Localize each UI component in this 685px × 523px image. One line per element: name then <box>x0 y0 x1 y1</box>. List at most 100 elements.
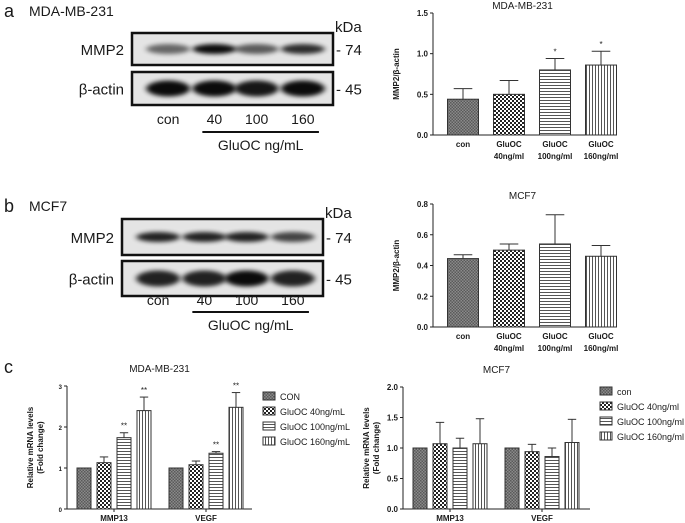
x-tick-label: MMP13 <box>436 514 464 523</box>
y-axis-label: MMP2/β-actin <box>392 48 401 100</box>
y-tick-label: 1.0 <box>387 444 399 453</box>
y-tick-label: 3 <box>59 385 63 391</box>
chart-title: MCF7 <box>483 365 511 376</box>
y-tick-label: 0.5 <box>387 475 399 484</box>
y-tick-label: 0.8 <box>417 200 429 209</box>
blot-band <box>146 80 191 97</box>
blot-band <box>146 44 191 54</box>
blot-band <box>224 232 269 242</box>
y-tick-label: 0.5 <box>417 90 429 99</box>
blot-band <box>182 270 227 287</box>
blot-band <box>136 270 181 287</box>
panel-b-cell-line: MCF7 <box>29 198 67 214</box>
bar <box>96 462 112 510</box>
x-tick-label: con <box>456 140 470 149</box>
x-tick-label: 100ng/ml <box>538 344 573 353</box>
blot-band <box>234 80 279 97</box>
molecular-weight-marker: - 45 <box>336 82 362 99</box>
bar <box>472 443 488 510</box>
legend-swatch <box>262 406 276 416</box>
legend-item: con <box>599 386 632 397</box>
lane-label: 40 <box>207 111 223 127</box>
panel-letter-b: b <box>4 196 14 216</box>
blot-band <box>192 80 237 97</box>
x-tick-label: 160ng/ml <box>584 344 619 353</box>
blot-band <box>270 270 315 287</box>
bar <box>188 464 204 510</box>
bar <box>76 467 92 510</box>
blot-row-mmp2: MMP2 - 74 <box>71 217 352 257</box>
bar <box>493 93 525 136</box>
bar <box>585 255 617 328</box>
x-tick-label: GluOC <box>496 332 522 341</box>
legend-item: GluOC 100ng/mL <box>262 421 350 432</box>
legend-label: GluOC 160ng/mL <box>280 437 350 447</box>
legend-label: GluOC 100ng/mL <box>280 422 350 432</box>
y-axis-label: (Fold change) <box>372 421 381 474</box>
x-tick-label: 40ng/ml <box>494 152 524 161</box>
significance-marker: ** <box>141 386 147 395</box>
western-blot-b: kDa MMP2 - 74 β-actin - 45 con 40 100 160 GluOC n… <box>69 205 353 333</box>
y-tick-label: 2 <box>59 426 63 432</box>
blot-band <box>182 232 227 242</box>
protein-label: β-actin <box>79 82 124 99</box>
x-tick-label: con <box>456 332 470 341</box>
blot-band <box>280 44 325 54</box>
bar <box>208 452 224 510</box>
lane-label: 100 <box>235 292 259 308</box>
x-tick-label: GluOC <box>542 332 568 341</box>
legend-item: GluOC 40ng/ml <box>599 401 679 412</box>
y-tick-label: 2.0 <box>387 383 399 392</box>
y-tick-label: 0.6 <box>417 231 429 240</box>
western-blot-a: kDa MMP2 - 74 β-actin - 45 con 40 100 160 GluOC n… <box>79 19 363 153</box>
blot-band <box>270 232 315 242</box>
y-axis-label: Relative mRNA levels <box>26 406 35 488</box>
y-tick-label: 1 <box>59 467 63 473</box>
chart-title: MCF7 <box>509 191 537 202</box>
kda-label: kDa <box>335 19 362 36</box>
x-tick-label: VEGF <box>531 514 553 523</box>
chart-1: MCF7 MMP2/β-actin 0.0 0.2 0.4 0.6 0.8 con GluOC 4… <box>392 191 618 353</box>
legend-label: GluOC 40ng/mL <box>280 407 345 417</box>
bar <box>168 467 184 510</box>
significance-marker: ** <box>121 422 127 431</box>
bar <box>136 410 152 510</box>
legend-label: GluOC 160ng/ml <box>617 432 684 442</box>
legend-item: GluOC 100ng/ml <box>599 416 684 427</box>
blot-row-beta-actin: β-actin - 45 <box>79 70 362 107</box>
lane-label: 160 <box>291 111 315 127</box>
bar <box>447 258 479 328</box>
blot-band <box>136 232 181 242</box>
protein-label: β-actin <box>69 272 114 289</box>
chart-title: MDA-MB-231 <box>492 1 553 12</box>
molecular-weight-marker: - 45 <box>326 272 352 289</box>
y-axis-label: Relative mRNA levels <box>362 407 371 489</box>
treatment-label: GluOC ng/mL <box>218 137 304 153</box>
x-tick-label: 40ng/ml <box>494 344 524 353</box>
bar <box>452 447 468 510</box>
y-tick-label: 1.5 <box>387 414 399 423</box>
x-tick-label: 100ng/ml <box>538 152 573 161</box>
legend-item: GluOC 160ng/ml <box>599 431 684 442</box>
significance-marker: * <box>553 48 556 57</box>
bar <box>447 98 479 136</box>
legend-swatch <box>262 436 276 446</box>
legend-label: GluOC 40ng/ml <box>617 402 679 412</box>
y-tick-label: 0.4 <box>417 262 429 271</box>
x-tick-label: GluOC <box>542 140 568 149</box>
x-tick-label: GluOC <box>496 140 522 149</box>
y-tick-label: 1.0 <box>417 50 429 59</box>
kda-label: kDa <box>325 205 352 222</box>
significance-marker: ** <box>213 441 219 450</box>
blot-row-beta-actin: β-actin - 45 <box>69 259 352 298</box>
legend-swatch <box>262 421 276 431</box>
legend-item: GluOC 40ng/mL <box>262 406 345 417</box>
chart-0: MDA-MB-231 MMP2/β-actin 0.0 0.5 1.0 1.5 con Glu… <box>392 1 618 161</box>
bar <box>544 456 560 510</box>
legend-label: GluOC 100ng/ml <box>617 417 684 427</box>
blot-band <box>192 44 237 54</box>
y-axis-label: (Fold change) <box>36 421 45 474</box>
lane-label: con <box>157 111 180 127</box>
